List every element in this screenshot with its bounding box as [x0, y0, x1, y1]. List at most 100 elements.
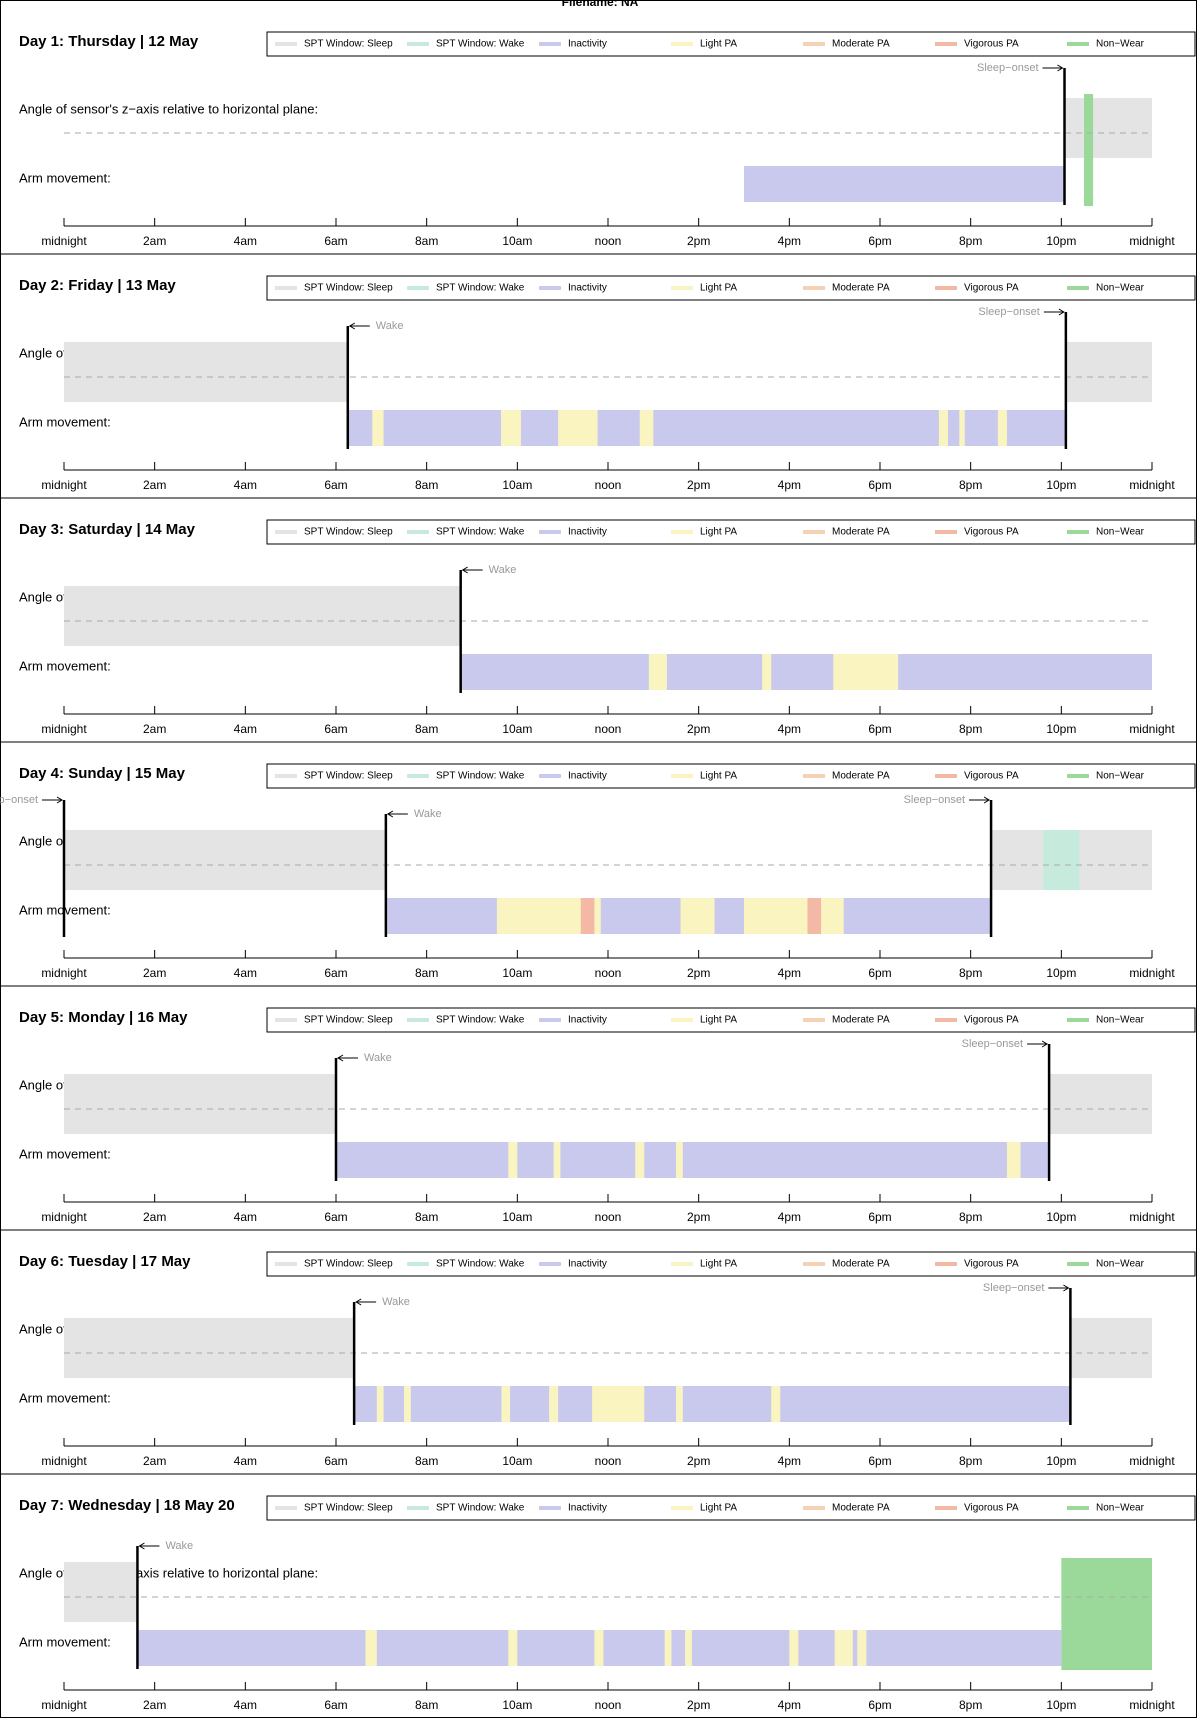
segment	[1006, 1142, 1021, 1178]
legend-label: SPT Window: Sleep	[304, 1503, 393, 1514]
x-tick-label: 2am	[143, 234, 166, 248]
x-tick-label: 8am	[415, 966, 438, 980]
legend-label: SPT Window: Wake	[436, 1503, 525, 1514]
segment	[553, 1142, 561, 1178]
event-arrowhead	[348, 322, 356, 330]
page-title: Filename: NA	[562, 0, 639, 9]
x-tick-label: midnight	[41, 1698, 87, 1712]
legend-label: Vigorous PA	[964, 771, 1019, 782]
x-tick-label: 10am	[502, 1454, 532, 1468]
x-tick-label: 2am	[143, 722, 166, 736]
day-title: Day 1: Thursday | 12 May	[19, 33, 199, 50]
legend-label: SPT Window: Sleep	[304, 1259, 393, 1270]
legend-label: SPT Window: Wake	[436, 1259, 525, 1270]
segment	[558, 410, 598, 446]
event-label: Wake	[489, 564, 517, 576]
legend-label: Moderate PA	[832, 1015, 890, 1026]
x-tick-label: 4pm	[778, 478, 801, 492]
segment	[1064, 98, 1152, 158]
segment	[676, 1386, 683, 1422]
legend-label: Non−Wear	[1096, 527, 1145, 538]
day-panel: Day 5: Monday | 16 May SPT Window: Sleep S…	[0, 985, 1197, 1224]
x-tick-label: 2pm	[687, 478, 710, 492]
segment	[857, 1630, 867, 1666]
movement-label: Arm movement:	[19, 658, 111, 673]
x-tick-label: 4pm	[778, 1698, 801, 1712]
segment	[594, 1630, 604, 1666]
x-tick-label: 6am	[324, 722, 347, 736]
segment	[1070, 1318, 1152, 1378]
x-tick-label: 6am	[324, 1698, 347, 1712]
legend-label: Inactivity	[568, 283, 607, 294]
event-label: Sleep−onset	[983, 1282, 1044, 1294]
x-tick-label: 4am	[234, 722, 257, 736]
segment	[1049, 1074, 1152, 1134]
x-tick-label: noon	[595, 234, 622, 248]
segment	[997, 410, 1007, 446]
x-tick-label: midnight	[1129, 722, 1175, 736]
x-tick-label: 2pm	[687, 1698, 710, 1712]
x-tick-label: noon	[595, 1454, 622, 1468]
segment	[680, 898, 715, 934]
segment	[744, 898, 844, 934]
segment	[834, 1630, 853, 1666]
x-tick-label: 8pm	[959, 722, 982, 736]
segment	[64, 830, 386, 890]
event-arrowhead	[461, 566, 468, 574]
legend-label: Non−Wear	[1096, 1015, 1145, 1026]
legend-label: Moderate PA	[832, 39, 890, 50]
x-tick-label: 2am	[143, 1454, 166, 1468]
segment	[938, 410, 948, 446]
x-tick-label: 2am	[143, 1698, 166, 1712]
legend-label: Light PA	[700, 771, 737, 782]
x-tick-label: 6am	[324, 1210, 347, 1224]
legend-label: Light PA	[700, 39, 737, 50]
segment	[580, 898, 595, 934]
segment	[508, 1630, 518, 1666]
x-tick-label: 8pm	[959, 234, 982, 248]
event-label: Wake	[376, 320, 404, 332]
event-label: Wake	[364, 1052, 392, 1064]
segment	[635, 1142, 645, 1178]
segment	[501, 410, 521, 446]
x-tick-label: 10am	[502, 478, 532, 492]
legend-label: Moderate PA	[832, 1503, 890, 1514]
x-tick-label: midnight	[1129, 966, 1175, 980]
day-title: Day 7: Wednesday | 18 May 20	[19, 1497, 235, 1514]
x-tick-label: 6pm	[868, 1454, 891, 1468]
segment	[64, 342, 348, 402]
day-panel: Day 2: Friday | 13 May SPT Window: Sleep S…	[0, 253, 1197, 492]
legend-label: Light PA	[700, 527, 737, 538]
x-tick-label: 10am	[502, 722, 532, 736]
legend-label: Moderate PA	[832, 527, 890, 538]
x-tick-label: 6pm	[868, 722, 891, 736]
x-tick-label: midnight	[1129, 1210, 1175, 1224]
x-tick-label: 2pm	[687, 234, 710, 248]
x-tick-label: 6pm	[868, 1210, 891, 1224]
day-panel: Day 6: Tuesday | 17 May SPT Window: Sleep…	[0, 1229, 1197, 1468]
day-title: Day 5: Monday | 16 May	[19, 1009, 188, 1026]
segment	[744, 166, 1065, 202]
x-tick-label: 6am	[324, 966, 347, 980]
event-arrowhead	[1058, 308, 1065, 316]
x-tick-label: 8pm	[959, 966, 982, 980]
x-tick-label: 2pm	[687, 966, 710, 980]
x-tick-label: 10pm	[1046, 1698, 1076, 1712]
x-tick-label: 10am	[502, 1210, 532, 1224]
legend-label: Moderate PA	[832, 283, 890, 294]
segment	[664, 1630, 672, 1666]
event-label: Wake	[382, 1296, 410, 1308]
x-tick-label: 8pm	[959, 478, 982, 492]
x-tick-label: 2pm	[687, 722, 710, 736]
legend-label: Inactivity	[568, 771, 607, 782]
segment	[347, 410, 1066, 446]
x-tick-label: 8am	[415, 1210, 438, 1224]
segment	[549, 1386, 559, 1422]
segment	[807, 898, 822, 934]
segment	[592, 1386, 645, 1422]
segment	[64, 1562, 138, 1622]
legend-label: Non−Wear	[1096, 283, 1145, 294]
x-tick-label: 6am	[324, 478, 347, 492]
x-tick-label: 4pm	[778, 1454, 801, 1468]
segment	[685, 1630, 692, 1666]
